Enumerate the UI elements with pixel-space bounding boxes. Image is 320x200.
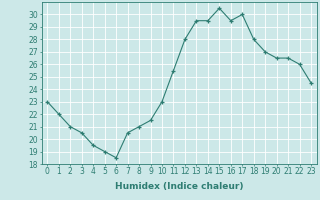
X-axis label: Humidex (Indice chaleur): Humidex (Indice chaleur) [115, 182, 244, 191]
